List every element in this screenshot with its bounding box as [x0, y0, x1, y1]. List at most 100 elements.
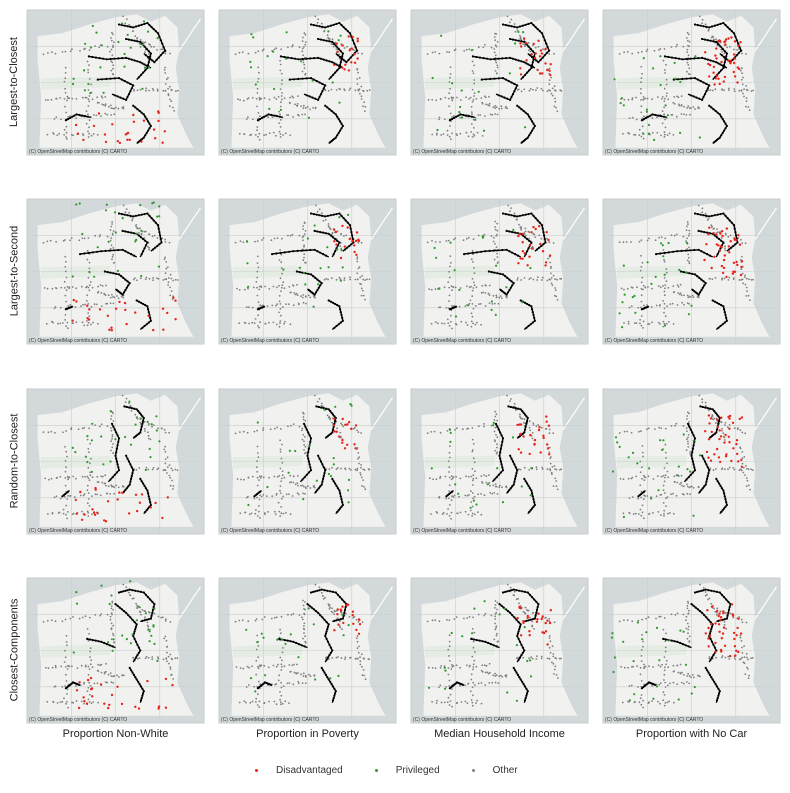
point-other	[494, 226, 496, 228]
point-other	[547, 468, 549, 470]
point-other	[137, 418, 139, 420]
point-other	[702, 207, 704, 209]
point-other	[148, 247, 150, 249]
point-other	[88, 498, 90, 500]
point-other	[106, 303, 108, 305]
route-node	[158, 231, 160, 233]
point-disadvantaged	[545, 261, 547, 263]
point-other	[529, 51, 531, 53]
route-node	[134, 590, 136, 592]
route-node	[723, 130, 725, 132]
point-other	[113, 635, 115, 637]
point-other	[642, 452, 644, 454]
point-disadvantaged	[83, 700, 85, 702]
point-other	[331, 607, 333, 609]
point-disadvantaged	[88, 318, 90, 320]
point-other	[152, 279, 154, 281]
point-other	[64, 295, 66, 297]
point-other	[78, 239, 80, 241]
point-other	[165, 90, 167, 92]
point-other	[529, 90, 531, 92]
point-other	[556, 279, 558, 281]
point-other	[707, 219, 709, 221]
point-other	[476, 286, 478, 288]
route-node	[148, 127, 150, 129]
route-node	[320, 93, 322, 95]
point-privileged	[158, 215, 160, 217]
point-other	[238, 322, 240, 324]
point-other	[340, 422, 342, 424]
route-node	[499, 431, 501, 433]
point-disadvantaged	[153, 128, 155, 130]
point-other	[280, 126, 282, 128]
route-node	[340, 24, 342, 26]
route-node	[309, 434, 311, 436]
route-node	[332, 74, 334, 76]
route-node	[263, 306, 265, 308]
route-node	[532, 498, 534, 500]
point-other	[81, 665, 83, 667]
route-node	[702, 458, 704, 460]
route-node	[545, 43, 547, 45]
point-other	[323, 220, 325, 222]
point-other	[301, 616, 303, 618]
point-disadvantaged	[723, 259, 725, 261]
point-other	[470, 501, 472, 503]
route-node	[724, 506, 726, 508]
point-other	[239, 512, 241, 514]
point-other	[262, 429, 264, 431]
point-other	[453, 115, 455, 117]
point-other	[468, 98, 470, 100]
point-other	[305, 446, 307, 448]
point-other	[256, 649, 258, 651]
point-other	[327, 414, 329, 416]
point-other	[252, 97, 254, 99]
point-other	[473, 457, 475, 459]
route-node	[704, 407, 706, 409]
route-node	[340, 127, 342, 129]
route-node	[693, 249, 695, 251]
point-other	[98, 102, 100, 104]
point-disadvantaged	[707, 233, 709, 235]
point-other	[667, 287, 669, 289]
point-other	[135, 603, 137, 605]
point-other	[713, 469, 715, 471]
point-other	[440, 134, 442, 136]
point-other	[542, 90, 544, 92]
route-node	[135, 25, 137, 27]
point-other	[307, 485, 309, 487]
point-other	[118, 487, 120, 489]
point-other	[344, 47, 346, 49]
route-node	[680, 270, 682, 272]
route-node	[320, 460, 322, 462]
point-other	[476, 98, 478, 100]
route-node	[148, 24, 150, 26]
point-privileged	[158, 440, 160, 442]
point-other	[640, 66, 642, 68]
point-other	[339, 89, 341, 91]
point-disadvantaged	[73, 299, 75, 301]
point-privileged	[351, 405, 353, 407]
point-other	[87, 512, 89, 514]
route-node	[729, 219, 731, 221]
point-other	[305, 262, 307, 264]
route-node	[148, 311, 150, 313]
point-other	[450, 321, 452, 323]
point-other	[546, 90, 548, 92]
point-other	[277, 237, 279, 239]
point-disadvantaged	[724, 76, 726, 78]
point-other	[641, 136, 643, 138]
route-node	[114, 77, 116, 79]
route-node	[531, 56, 533, 58]
point-other	[473, 79, 475, 81]
point-other	[472, 478, 474, 480]
point-other	[728, 277, 730, 279]
point-other	[256, 98, 258, 100]
point-other	[290, 323, 292, 325]
point-other	[249, 513, 251, 515]
route-node	[149, 317, 151, 319]
route-node	[490, 58, 492, 60]
point-other	[440, 432, 442, 434]
route-node	[714, 301, 716, 303]
route-node	[137, 410, 139, 412]
